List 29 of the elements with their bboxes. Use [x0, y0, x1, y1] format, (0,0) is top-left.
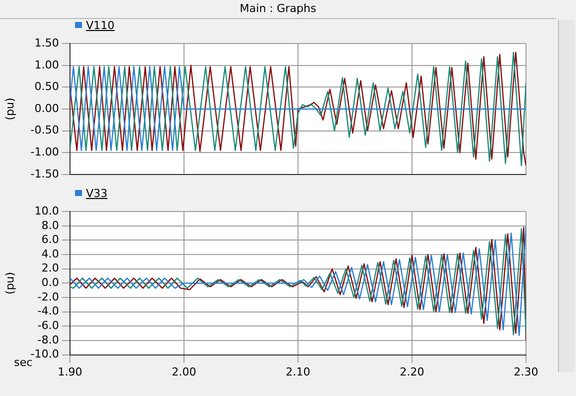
x-tick-label: 1.90 — [58, 365, 82, 378]
y-tick-label: 2.0 — [42, 262, 59, 275]
y-tick-label: 1.00 — [34, 58, 59, 72]
x-tick-label: 2.00 — [172, 365, 196, 378]
x-tick-label: 2.10 — [286, 365, 310, 378]
x-axis-title: sec — [14, 356, 33, 369]
y-tick-label: 4.0 — [42, 247, 59, 260]
y-tick-label: 0.0 — [42, 276, 59, 290]
chart-title: V33 — [86, 187, 108, 201]
text: Main : Graphs — [0, 0, 556, 19]
x-tick-label: 2.20 — [400, 365, 424, 378]
y-tick-label: -8.0 — [38, 333, 59, 346]
y-tick-label: -4.0 — [38, 304, 59, 318]
y-tick-label: 0.00 — [34, 102, 59, 115]
y-tick-label: -6.0 — [38, 319, 59, 332]
y-tick-label: -10.0 — [30, 348, 59, 361]
chart-title: V110 — [86, 19, 115, 33]
y-tick-label: -0.50 — [30, 124, 59, 137]
y-tick-label: -1.50 — [30, 167, 59, 180]
y-axis-title: (pu) — [3, 98, 16, 120]
y-tick-label: 6.0 — [42, 233, 59, 246]
y-tick-label: -2.0 — [38, 290, 59, 304]
y-tick-label: 1.50 — [34, 36, 59, 50]
y-axis-title: (pu) — [3, 272, 16, 294]
y-tick-label: -1.00 — [30, 145, 59, 158]
y-tick-label: 10.0 — [34, 204, 59, 218]
x-tick-label: 2.30 — [514, 365, 538, 378]
y-tick-label: 8.0 — [42, 218, 59, 232]
y-tick-label: 0.50 — [34, 80, 59, 94]
